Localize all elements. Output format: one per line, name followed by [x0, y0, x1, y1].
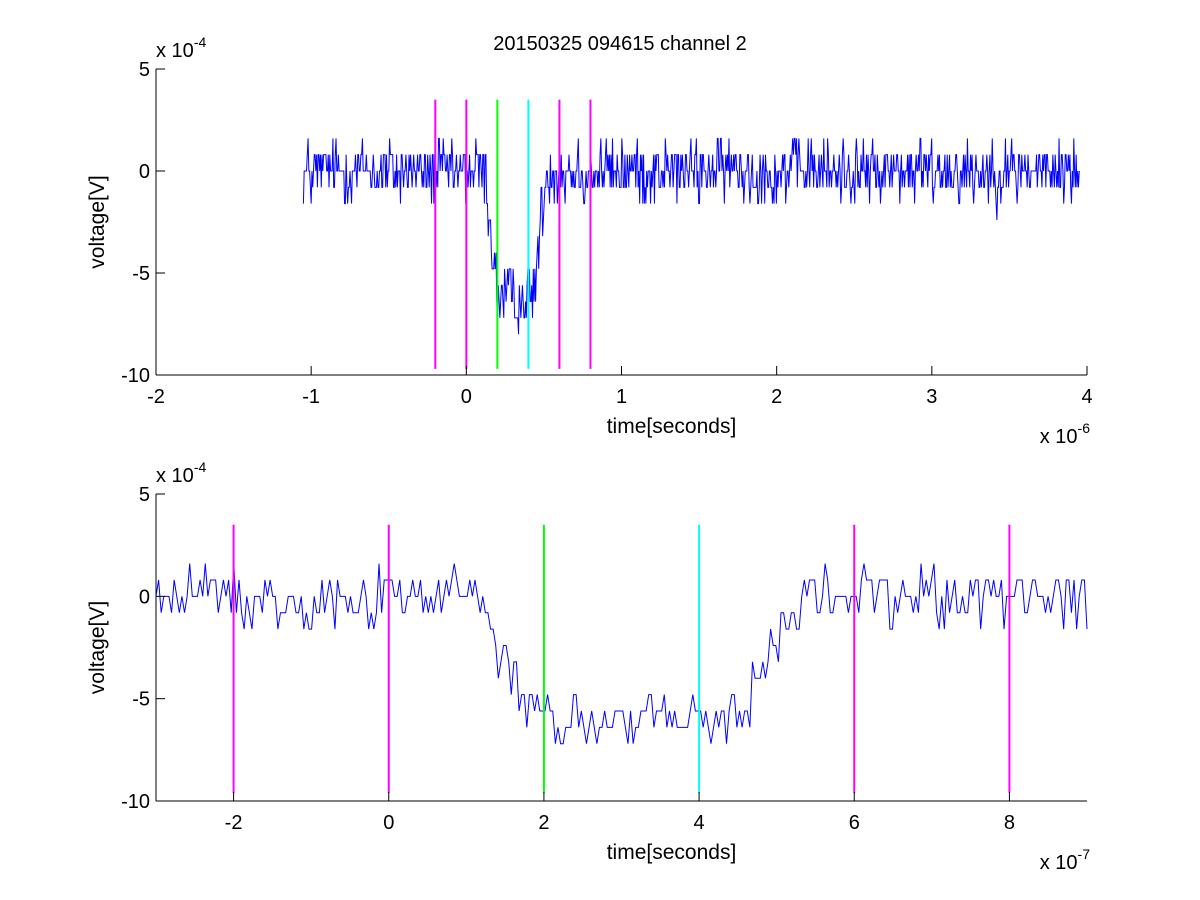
y-tick-label: -5: [132, 263, 150, 285]
x-multiplier-base: x 10: [1040, 852, 1078, 874]
signal-trace: [302, 137, 1080, 335]
x-axis-label: time[seconds]: [607, 415, 737, 438]
x-tick-label: -1: [302, 386, 320, 408]
y-multiplier-exponent: -4: [194, 34, 207, 50]
signal-trace: [155, 563, 1088, 745]
x-tick-label: 0: [461, 386, 472, 408]
top-plot: -2 -1 0 1 2 3 450-5-10time[seconds]voltage[V]x…: [86, 34, 1093, 448]
y-tick-label: 0: [139, 161, 150, 183]
figure-title: 20150325 094615 channel 2: [493, 33, 747, 55]
x-tick-label: 0: [383, 812, 394, 834]
x-tick-label: 4: [1081, 386, 1092, 408]
bottom-plot: -2 0 2 4 6 8 5 0 -5 -10 time[seconds] voltage[V] x 1…: [86, 459, 1090, 874]
y-multiplier-exponent: -4: [194, 459, 207, 475]
y-multiplier-base: x 10: [156, 465, 194, 487]
x-tick-label: 1: [616, 386, 627, 408]
y-multiplier-base: x 10: [156, 40, 194, 62]
y-tick-label: -10: [121, 791, 150, 813]
y-axis-label: voltage[V]: [86, 601, 109, 694]
x-axis-multiplier: x 10-6: [1040, 420, 1090, 448]
y-tick-label: 5: [139, 59, 150, 81]
x-multiplier-exponent: -7: [1078, 846, 1091, 862]
y-axis-multiplier: x 10-4: [156, 459, 206, 487]
y-axis-label: voltage[V]: [86, 175, 109, 268]
y-tick-label: -5: [132, 689, 150, 711]
y-tick-label: 5: [139, 484, 150, 506]
y-tick-label: -10: [121, 365, 150, 387]
x-tick-label: 8: [1004, 812, 1015, 834]
y-tick-label: 0: [139, 586, 150, 608]
x-tick-label: 3: [926, 386, 937, 408]
x-tick-label: -2: [225, 812, 243, 834]
x-axis-multiplier: x 10-7: [1040, 846, 1090, 874]
x-multiplier-exponent: -6: [1078, 420, 1091, 436]
x-tick-label: 4: [694, 812, 705, 834]
x-tick-label: 2: [771, 386, 782, 408]
x-multiplier-base: x 10: [1040, 426, 1078, 448]
x-tick-label: 2: [538, 812, 549, 834]
x-tick-label: 6: [849, 812, 860, 834]
x-axis-label: time[seconds]: [607, 841, 737, 864]
y-axis-multiplier: x 10-4: [156, 34, 206, 62]
x-tick-label: -2: [147, 386, 165, 408]
